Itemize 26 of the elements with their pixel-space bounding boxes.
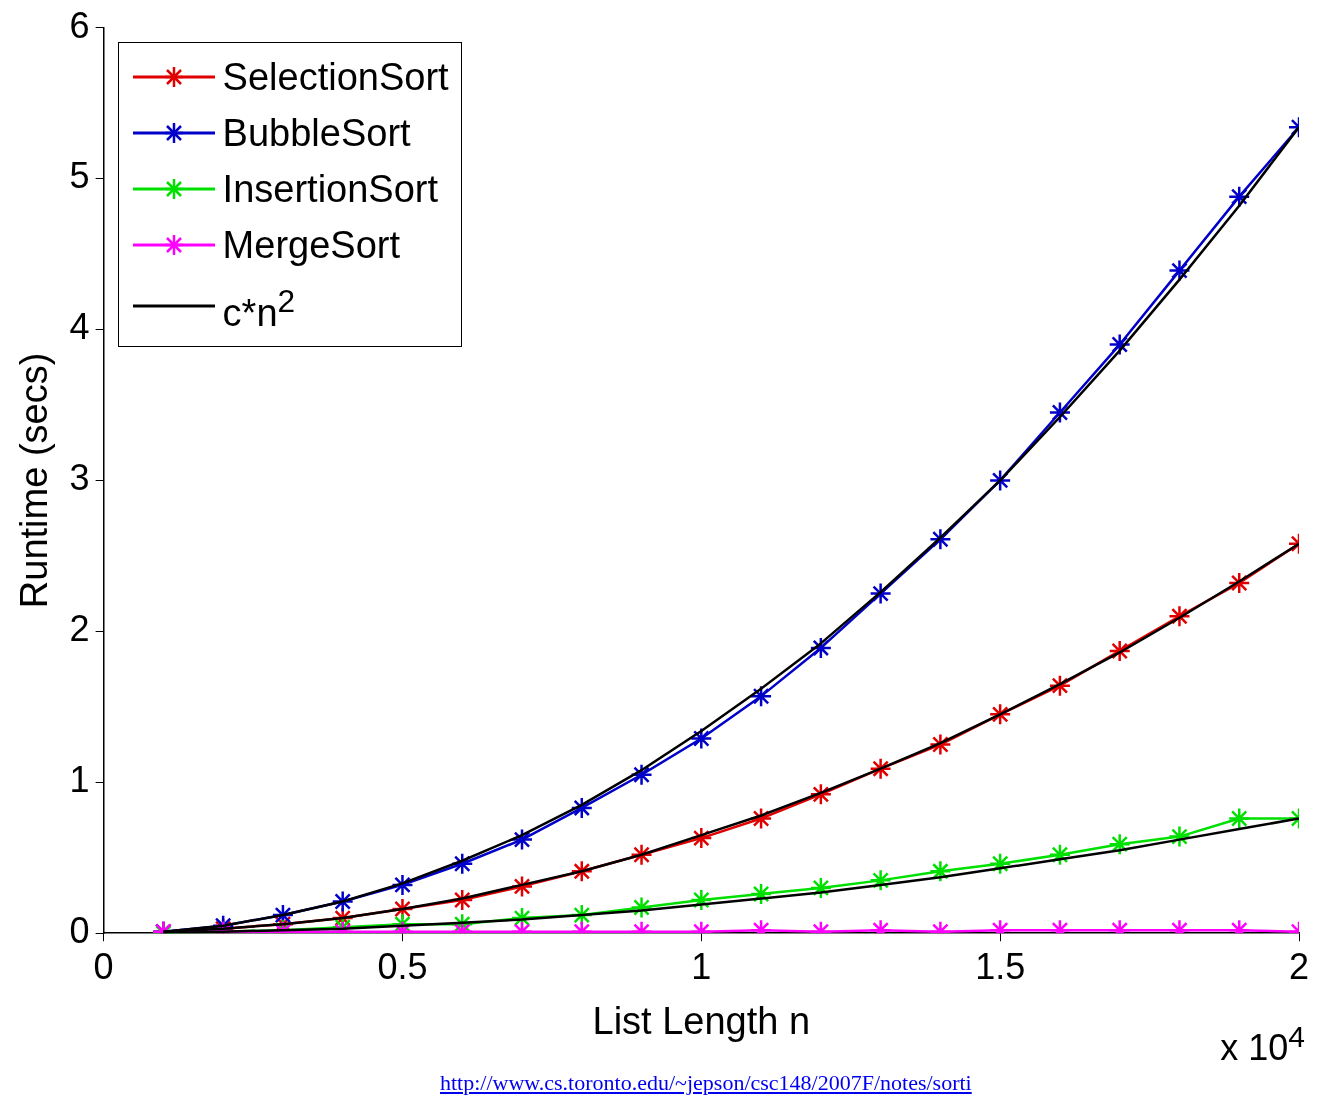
point (809, 876, 833, 900)
y-tick-label: 1 (69, 759, 90, 801)
y-axis-title: Runtime (secs) (13, 352, 56, 609)
y-tick-label: 4 (69, 306, 90, 348)
legend-label: InsertionSort (222, 166, 439, 212)
text: x 10$^{4}$ (1220, 1020, 1305, 1069)
y-tick-label: 6 (69, 4, 90, 46)
x-tick-label: 1 (691, 945, 712, 987)
text: http://www.cs.toronto.edu/~jepson/csc148/2007F/notes/sorti (440, 1070, 972, 1096)
legend-label: SelectionSort (222, 54, 449, 100)
point (1048, 843, 1072, 866)
y-tick-label: 5 (69, 155, 90, 197)
legend-label: MergeSort (222, 222, 401, 268)
legend-label: BubbleSort (222, 110, 411, 156)
y-tick-label: 3 (69, 457, 90, 499)
legend-label: c*n$^{2}$ (222, 281, 296, 336)
x-tick-label: 2 (1288, 945, 1310, 987)
point (1108, 832, 1131, 856)
y-tick-label: 2 (69, 608, 90, 650)
point (1227, 807, 1251, 830)
x-axis-title: List Length n (592, 999, 811, 1042)
x-tick-label: 1.5 (975, 945, 1026, 987)
x-tick-label: 0.5 (377, 945, 428, 987)
point (749, 684, 773, 708)
point (749, 882, 773, 906)
y-tick-label: 0 (69, 910, 90, 952)
